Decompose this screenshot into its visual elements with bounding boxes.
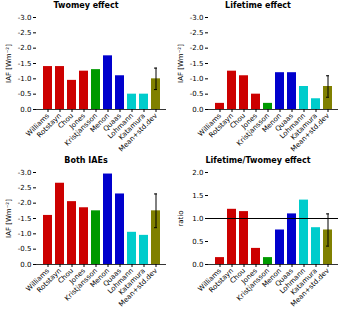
svg-text:IAF [Wm⁻²]: IAF [Wm⁻²] xyxy=(5,44,13,83)
svg-text:Menon: Menon xyxy=(88,111,111,135)
svg-text:Rotstayn: Rotstayn xyxy=(207,266,235,295)
svg-text:0.0: 0.0 xyxy=(192,106,203,114)
svg-text:ratio: ratio xyxy=(177,210,185,226)
svg-text:Rotstayn: Rotstayn xyxy=(207,111,235,140)
svg-text:-2.0: -2.0 xyxy=(18,44,32,52)
svg-text:Lohmann: Lohmann xyxy=(106,266,135,296)
svg-text:Quaas: Quaas xyxy=(101,266,123,289)
svg-text:Rotstayn: Rotstayn xyxy=(35,266,63,295)
svg-text:Mean+std.dev: Mean+std.dev xyxy=(117,267,159,309)
svg-text:0.0: 0.0 xyxy=(20,261,31,269)
html-text:Lifetime effect: Lifetime effect xyxy=(225,1,291,10)
html-text:Lifetime/Twomey effect: Lifetime/Twomey effect xyxy=(205,156,311,165)
svg-text:Jones: Jones xyxy=(240,266,259,286)
svg-text:Kristjansson: Kristjansson xyxy=(235,111,271,148)
svg-text:Jones: Jones xyxy=(240,111,259,131)
svg-text:Katamura: Katamura xyxy=(289,111,319,142)
svg-text:Lohmann: Lohmann xyxy=(278,266,307,296)
svg-text:Chou: Chou xyxy=(228,111,247,131)
svg-text:IAF [Wm⁻²]: IAF [Wm⁻²] xyxy=(177,44,185,83)
svg-text:Mean+std.dev: Mean+std.dev xyxy=(289,267,331,309)
svg-text:Chou: Chou xyxy=(56,111,75,131)
svg-text:-1.0: -1.0 xyxy=(18,75,32,83)
svg-text:Rotstayn: Rotstayn xyxy=(35,111,63,140)
svg-text:-2.5: -2.5 xyxy=(18,184,32,192)
html-text:Both IAEs: Both IAEs xyxy=(64,156,108,165)
svg-text:Kristjansson: Kristjansson xyxy=(63,266,99,303)
svg-text:-0.5: -0.5 xyxy=(18,245,32,253)
svg-text:Menon: Menon xyxy=(88,266,111,290)
html-text:Twomey effect: Twomey effect xyxy=(53,1,119,10)
svg-text:-0.5: -0.5 xyxy=(190,90,204,98)
svg-text:Menon: Menon xyxy=(260,111,283,135)
svg-text:Quaas: Quaas xyxy=(101,111,123,134)
svg-text:-3.0: -3.0 xyxy=(190,14,204,22)
svg-text:Kristjansson: Kristjansson xyxy=(63,111,99,148)
svg-text:Williams: Williams xyxy=(24,266,51,294)
svg-text:Mean+std.dev: Mean+std.dev xyxy=(289,112,331,154)
svg-text:Jones: Jones xyxy=(68,266,87,286)
svg-text:-2.0: -2.0 xyxy=(190,44,204,52)
svg-text:0.0: 0.0 xyxy=(20,106,31,114)
svg-text:-0.5: -0.5 xyxy=(18,90,32,98)
svg-text:Jones: Jones xyxy=(68,111,87,131)
svg-text:IAF [Wm⁻²]: IAF [Wm⁻²] xyxy=(5,199,13,238)
svg-text:Katamura: Katamura xyxy=(117,266,147,297)
svg-text:0.5: 0.5 xyxy=(192,238,203,246)
svg-text:Quaas: Quaas xyxy=(273,266,295,289)
svg-text:-1.0: -1.0 xyxy=(18,230,32,238)
svg-text:-3.0: -3.0 xyxy=(18,14,32,22)
svg-text:Kristjansson: Kristjansson xyxy=(235,266,271,303)
svg-text:-2.5: -2.5 xyxy=(18,29,32,37)
svg-text:Williams: Williams xyxy=(196,266,223,294)
svg-text:-1.5: -1.5 xyxy=(190,60,204,68)
svg-text:2.0: 2.0 xyxy=(192,169,203,177)
svg-text:Mean+std.dev: Mean+std.dev xyxy=(117,112,159,154)
svg-text:Menon: Menon xyxy=(260,266,283,290)
svg-text:-3.0: -3.0 xyxy=(18,169,32,177)
svg-text:-1.5: -1.5 xyxy=(18,215,32,223)
svg-text:-1.5: -1.5 xyxy=(18,60,32,68)
svg-text:Katamura: Katamura xyxy=(289,266,319,297)
svg-text:0.0: 0.0 xyxy=(192,261,203,269)
svg-text:Lohmann: Lohmann xyxy=(278,111,307,141)
svg-text:-1.0: -1.0 xyxy=(190,75,204,83)
svg-text:Williams: Williams xyxy=(24,111,51,139)
svg-text:Chou: Chou xyxy=(56,266,75,286)
svg-text:1.0: 1.0 xyxy=(192,215,203,223)
svg-text:Lohmann: Lohmann xyxy=(106,111,135,141)
svg-text:Chou: Chou xyxy=(228,266,247,286)
svg-text:Katamura: Katamura xyxy=(117,111,147,142)
svg-text:1.5: 1.5 xyxy=(192,192,203,200)
svg-text:-2.0: -2.0 xyxy=(18,199,32,207)
svg-text:Williams: Williams xyxy=(196,111,223,139)
svg-text:Quaas: Quaas xyxy=(273,111,295,134)
svg-text:-2.5: -2.5 xyxy=(190,29,204,37)
